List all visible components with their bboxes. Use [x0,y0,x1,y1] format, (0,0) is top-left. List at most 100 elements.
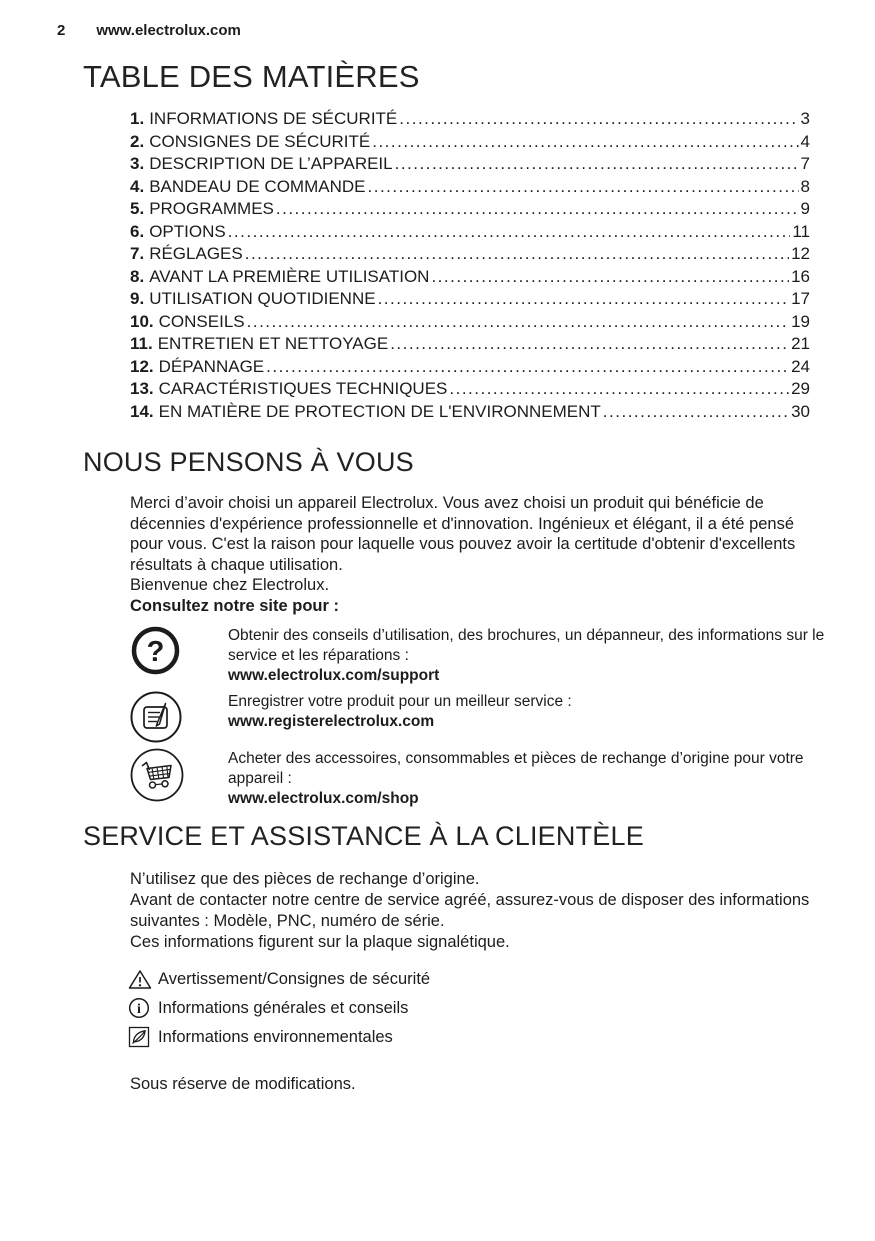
shop-link-url[interactable]: www.electrolux.com/shop [228,790,419,807]
toc-entry[interactable]: 2. CONSIGNES DE SÉCURITÉ 4 [130,131,810,154]
toc-entry[interactable]: 7. RÉGLAGES 12 [130,243,810,266]
toc-entry-page: 21 [791,334,810,353]
page-header: 2 www.electrolux.com [0,0,875,39]
register-link-text-col: Enregistrer votre produit pour un meille… [228,690,572,732]
shop-icon [130,747,228,802]
support-link-row: ? Obtenir des conseils d’utilisation, de… [130,624,875,686]
service-line-2: Avant de contacter notre centre de servi… [130,891,810,930]
toc-entry-label: RÉGLAGES [149,244,243,263]
toc-entry-page: 9 [800,199,810,218]
toc-leader-dots [378,288,790,311]
toc-entry[interactable]: 13. CARACTÉRISTIQUES TECHNIQUES 29 [130,378,810,401]
toc-entry[interactable]: 1. INFORMATIONS DE SÉCURITÉ 3 [130,108,810,131]
toc-leader-dots [431,266,789,289]
shop-link-text-col: Acheter des accessoires, consommables et… [228,747,828,809]
toc-entry-number: 12. [130,356,154,376]
toc-entry-page: 12 [791,244,810,263]
register-link-description: Enregistrer votre produit pour un meille… [228,693,572,710]
toc-entry-label: PROGRAMMES [149,199,274,218]
info-note-row: i Informations générales et conseils [128,997,875,1019]
toc-entry-page: 17 [791,289,810,308]
register-link-row: Enregistrer votre produit pour un meille… [130,690,875,743]
toc-entry-label: ENTRETIEN ET NETTOYAGE [157,334,389,353]
toc-entry[interactable]: 6. OPTIONS 11 [130,221,810,244]
toc-entry-number: 7. [130,244,145,263]
toc-entry[interactable]: 8. AVANT LA PREMIÈRE UTILISATION 16 [130,266,810,289]
toc-leader-dots [247,311,789,334]
toc-leader-dots [368,176,799,199]
toc-entry[interactable]: 10. CONSEILS 19 [130,311,810,334]
toc-entry-number: 9. [130,289,145,308]
toc-entry-page: 24 [791,356,810,376]
toc-entry-page: 11 [792,221,810,241]
toc-entry[interactable]: 9. UTILISATION QUOTIDIENNE 17 [130,288,810,311]
toc-entry-number: 11. [130,334,153,353]
toc-entry-label: BANDEAU DE COMMANDE [149,176,366,196]
toc-leader-dots [390,333,789,356]
toc-entry-label: DESCRIPTION DE L’APPAREIL [149,154,393,173]
toc-entry-number: 8. [130,266,145,286]
toc-leader-dots [228,221,791,244]
shop-link-description: Acheter des accessoires, consommables et… [228,750,804,787]
warning-note-text: Avertissement/Consignes de sécurité [158,970,431,988]
welcome-line: Bienvenue chez Electrolux. [130,576,330,594]
warning-note-row: Avertissement/Consignes de sécurité [128,969,875,990]
toc-title: TABLE DES MATIÈRES [83,59,420,94]
eco-icon [128,1026,158,1048]
toc-leader-dots [399,108,798,131]
info-icon: i [128,997,158,1019]
toc-entry-page: 29 [791,379,810,398]
toc-entry-label: AVANT LA PREMIÈRE UTILISATION [149,266,430,286]
shop-link-row: Acheter des accessoires, consommables et… [130,747,875,809]
svg-text:?: ? [147,636,165,668]
help-icon: ? [130,624,228,676]
toc-leader-dots [245,243,789,266]
toc-entry-number: 6. [130,221,145,241]
page-number: 2 [57,22,66,39]
toc-leader-dots [395,153,799,176]
intro-paragraph: Merci d’avoir choisi un appareil Electro… [130,494,796,574]
toc-entry[interactable]: 3. DESCRIPTION DE L’APPAREIL 7 [130,153,810,176]
support-link-description: Obtenir des conseils d’utilisation, des … [228,627,825,664]
register-icon [130,690,228,743]
service-line-1: N’utilisez que des pièces de rechange d’… [130,870,480,888]
visit-site-label: Consultez notre site pour : [130,596,340,615]
toc-entry-label: UTILISATION QUOTIDIENNE [149,289,376,308]
service-line-3: Ces informations figurent sur la plaque … [130,933,510,951]
toc-entry-page: 7 [800,154,810,173]
toc-entry[interactable]: 11. ENTRETIEN ET NETTOYAGE 21 [130,333,810,356]
toc-leader-dots [603,401,789,424]
toc-entry-page: 30 [791,401,810,421]
toc-entry-page: 4 [800,131,810,151]
toc-entry-label: EN MATIÈRE DE PROTECTION DE L'ENVIRONNEM… [158,401,601,421]
toc-leader-dots [276,198,799,221]
toc-entry-label: CONSEILS [158,311,245,331]
toc-entry-number: 1. [130,109,145,128]
toc-entry-label: OPTIONS [149,221,226,241]
svg-text:i: i [137,1002,141,1017]
register-link-url[interactable]: www.registerelectrolux.com [228,713,435,730]
toc-entry-number: 3. [130,154,145,173]
we-think-title: NOUS PENSONS À VOUS [83,447,414,477]
toc-entry-number: 4. [130,176,145,196]
modifications-note: Sous réserve de modifications. [130,1075,356,1093]
toc-entry[interactable]: 12. DÉPANNAGE 24 [130,356,810,379]
toc-entry-number: 14. [130,401,154,421]
toc-leader-dots [372,131,798,154]
toc-entry[interactable]: 4. BANDEAU DE COMMANDE 8 [130,176,810,199]
toc-entry-label: INFORMATIONS DE SÉCURITÉ [149,109,398,128]
toc-entry[interactable]: 14. EN MATIÈRE DE PROTECTION DE L'ENVIRO… [130,401,810,424]
toc-entry-page: 8 [800,176,810,196]
toc-leader-dots [449,378,789,401]
toc-entry-number: 5. [130,199,145,218]
support-link-url[interactable]: www.electrolux.com/support [228,667,440,684]
toc-entry[interactable]: 5. PROGRAMMES 9 [130,198,810,221]
table-of-contents: 1. INFORMATIONS DE SÉCURITÉ 3 2. CONSIGN… [130,108,810,423]
toc-entry-label: CARACTÉRISTIQUES TECHNIQUES [158,379,448,398]
we-think-body: Merci d’avoir choisi un appareil Electro… [130,493,820,616]
toc-entry-number: 10. [130,311,154,331]
symbol-legend: Avertissement/Consignes de sécurité i In… [128,969,875,1048]
service-title: SERVICE ET ASSISTANCE À LA CLIENTÈLE [83,821,644,851]
service-body: N’utilisez que des pièces de rechange d’… [130,869,820,953]
